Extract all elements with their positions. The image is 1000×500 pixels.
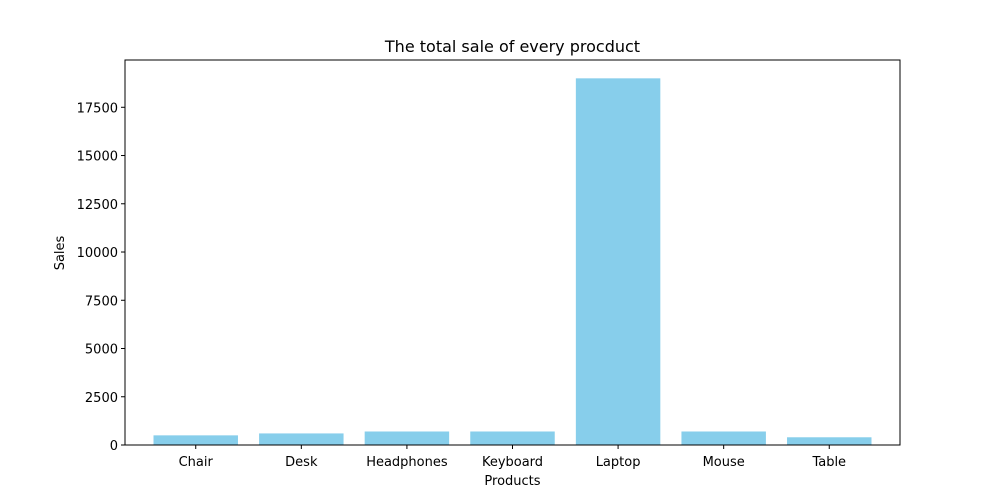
x-tick-label-keyboard: Keyboard [482, 455, 543, 470]
y-tick-label: 10000 [77, 246, 118, 261]
y-tick-label: 2500 [85, 391, 118, 406]
x-axis-label: Products [484, 474, 540, 489]
x-tick-label-laptop: Laptop [596, 455, 641, 470]
y-ticks: 0 2500 5000 7500 10000 12500 15000 17500 [77, 101, 125, 454]
bar-headphones [364, 431, 450, 445]
x-tick-label-headphones: Headphones [366, 455, 448, 470]
y-tick-label: 12500 [77, 198, 118, 213]
x-tick-label-table: Table [811, 455, 846, 470]
bar-keyboard [470, 431, 555, 445]
y-tick-label: 17500 [77, 101, 118, 116]
x-ticks: Chair Desk Headphones Keyboard Laptop Mouse Ta… [179, 445, 846, 470]
bar-table [787, 437, 872, 445]
y-tick-label: 5000 [85, 343, 118, 358]
bar-desk [259, 433, 344, 445]
bar-laptop [575, 78, 661, 445]
y-tick-label: 0 [110, 439, 118, 454]
y-axis-label: Sales [53, 235, 68, 270]
y-tick-label: 7500 [85, 294, 118, 309]
bar-mouse [681, 431, 766, 445]
chart-title: The total sale of every procduct [384, 37, 640, 56]
x-tick-label-chair: Chair [179, 455, 214, 470]
bar-chair [153, 435, 238, 445]
x-tick-label-desk: Desk [285, 455, 318, 470]
y-tick-label: 15000 [77, 150, 118, 165]
plot-frame [124, 59, 901, 446]
x-tick-label-mouse: Mouse [703, 455, 745, 470]
bars-layer [153, 78, 872, 445]
